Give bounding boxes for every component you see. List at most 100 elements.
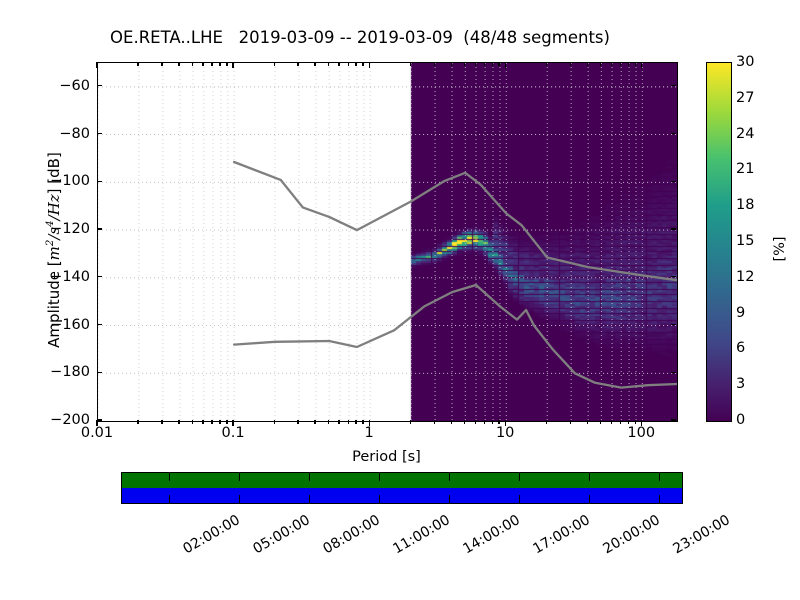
x-minor-tick bbox=[202, 420, 204, 424]
coverage-time-label: 14:00:00 bbox=[460, 512, 523, 558]
colorbar-tick-label: 15 bbox=[736, 233, 755, 249]
x-minor-tick bbox=[226, 420, 228, 424]
x-tick-mark bbox=[368, 420, 370, 426]
x-minor-tick-top bbox=[634, 62, 636, 66]
y-tick-label: −100 bbox=[50, 173, 90, 190]
coverage-time-label: 05:00:00 bbox=[250, 512, 313, 558]
x-minor-tick-top bbox=[314, 62, 316, 66]
colorbar-tick-label: 3 bbox=[736, 376, 746, 393]
x-minor-tick bbox=[191, 420, 193, 424]
y-tick-mark-right bbox=[671, 133, 676, 135]
y-tick-label: −120 bbox=[50, 221, 90, 238]
x-minor-tick-top bbox=[619, 62, 621, 66]
x-tick-mark-top bbox=[232, 62, 234, 68]
x-minor-tick-top bbox=[297, 62, 299, 66]
x-minor-tick-top bbox=[491, 62, 493, 66]
x-tick-mark-top bbox=[368, 62, 370, 68]
x-minor-tick bbox=[610, 420, 612, 424]
y-tick-label: −200 bbox=[50, 412, 90, 428]
x-minor-tick bbox=[327, 420, 329, 424]
x-minor-tick bbox=[211, 420, 213, 424]
colorbar-tick-label: 24 bbox=[736, 125, 755, 142]
x-minor-tick-top bbox=[327, 62, 329, 66]
y-tick-mark bbox=[97, 85, 102, 87]
coverage-tick bbox=[378, 495, 380, 503]
x-minor-tick-top bbox=[545, 62, 547, 66]
x-minor-tick-top bbox=[191, 62, 193, 66]
y-tick-mark bbox=[97, 323, 102, 326]
x-minor-tick-top bbox=[450, 62, 452, 66]
y-tick-label: −180 bbox=[50, 364, 90, 381]
x-tick-label: 1 bbox=[364, 425, 374, 441]
y-tick-label: −80 bbox=[59, 125, 90, 142]
y-tick-label: −160 bbox=[50, 316, 90, 333]
x-minor-tick bbox=[178, 420, 180, 424]
x-tick-label: 0.01 bbox=[80, 425, 114, 441]
x-minor-tick-top bbox=[627, 62, 629, 66]
x-minor-tick bbox=[498, 420, 500, 424]
coverage-time-label: 11:00:00 bbox=[390, 512, 453, 558]
x-minor-tick bbox=[362, 420, 364, 424]
coverage-tick bbox=[588, 495, 590, 503]
colorbar-tick-label: 18 bbox=[736, 197, 755, 214]
x-minor-tick bbox=[569, 420, 571, 424]
colorbar-label: [%] bbox=[772, 236, 788, 262]
x-minor-tick-top bbox=[599, 62, 601, 66]
page-title: OE.RETA..LHE 2019-03-09 -- 2019-03-09 (4… bbox=[110, 28, 610, 47]
y-tick-mark bbox=[97, 133, 102, 135]
x-minor-tick-top bbox=[463, 62, 465, 66]
y-axis-label: Amplitude [m2/s4/Hz] [dB] bbox=[45, 152, 63, 348]
x-minor-tick-top bbox=[483, 62, 485, 66]
x-minor-tick-top bbox=[226, 62, 228, 66]
x-minor-tick bbox=[273, 420, 275, 424]
x-tick-mark-top bbox=[96, 62, 98, 68]
x-minor-tick-top bbox=[273, 62, 275, 66]
x-minor-tick bbox=[545, 420, 547, 424]
x-minor-tick bbox=[463, 420, 465, 424]
y-tick-label: −60 bbox=[59, 77, 90, 94]
x-tick-label: 0.1 bbox=[221, 425, 245, 441]
x-minor-tick-top bbox=[202, 62, 204, 66]
x-minor-tick-top bbox=[409, 62, 411, 66]
x-minor-tick-top bbox=[178, 62, 180, 66]
x-tick-mark bbox=[640, 420, 642, 426]
x-minor-tick-top bbox=[137, 62, 139, 66]
x-minor-tick-top bbox=[362, 62, 364, 66]
colorbar[interactable] bbox=[706, 62, 732, 422]
coverage-tick bbox=[308, 473, 310, 481]
y-tick-mark bbox=[97, 419, 102, 421]
x-minor-tick-top bbox=[338, 62, 340, 66]
coverage-time-label: 08:00:00 bbox=[320, 512, 383, 558]
colorbar-tick-label: 30 bbox=[736, 54, 755, 70]
y-tick-mark-right bbox=[671, 85, 676, 87]
x-minor-tick bbox=[450, 420, 452, 424]
coverage-green-band bbox=[122, 473, 682, 488]
data-coverage-bar[interactable] bbox=[121, 472, 683, 504]
x-minor-tick bbox=[219, 420, 221, 424]
x-minor-tick-top bbox=[219, 62, 221, 66]
x-axis-label: Period [s] bbox=[352, 449, 421, 465]
y-tick-mark bbox=[97, 276, 102, 278]
psd-histogram-canvas bbox=[98, 63, 677, 421]
x-minor-tick bbox=[586, 420, 588, 424]
psd-plot-area[interactable] bbox=[97, 62, 678, 422]
coverage-time-label: 17:00:00 bbox=[530, 512, 593, 558]
x-minor-tick bbox=[627, 420, 629, 424]
coverage-tick bbox=[238, 473, 240, 481]
coverage-tick bbox=[518, 473, 520, 481]
coverage-tick bbox=[448, 495, 450, 503]
x-tick-mark-top bbox=[504, 62, 506, 68]
coverage-tick bbox=[308, 495, 310, 503]
coverage-tick bbox=[168, 473, 170, 481]
colorbar-tick-label: 21 bbox=[736, 161, 755, 178]
x-minor-tick bbox=[599, 420, 601, 424]
x-tick-mark bbox=[96, 420, 98, 426]
x-tick-label: 100 bbox=[627, 425, 656, 441]
x-minor-tick bbox=[347, 420, 349, 424]
colorbar-tick-label: 27 bbox=[736, 89, 755, 106]
colorbar-tick-label: 6 bbox=[736, 340, 746, 357]
x-minor-tick-top bbox=[610, 62, 612, 66]
x-minor-tick-top bbox=[498, 62, 500, 66]
x-minor-tick-top bbox=[569, 62, 571, 66]
